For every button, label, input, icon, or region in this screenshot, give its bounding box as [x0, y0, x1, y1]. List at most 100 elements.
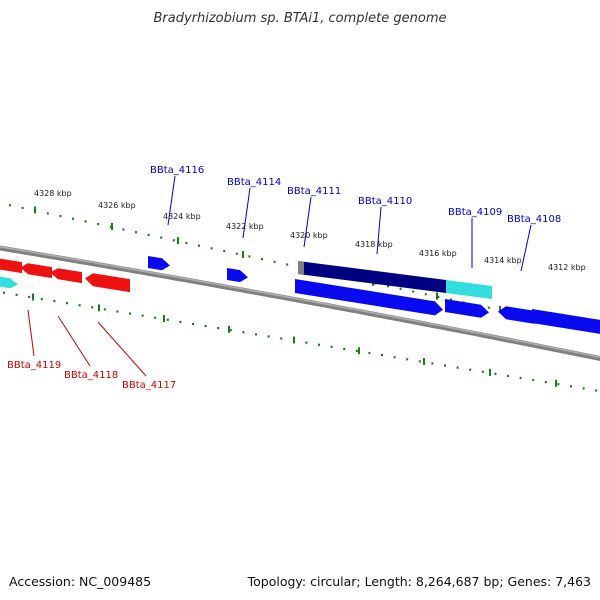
- outer-tick: [160, 236, 163, 239]
- outer-tick: [122, 228, 125, 231]
- outer-tick: [135, 231, 137, 234]
- inner-tick: [481, 370, 484, 373]
- outer-tick: [223, 249, 226, 253]
- gene-feature-reverse[interactable]: [50, 268, 82, 284]
- inner-tick: [154, 316, 157, 319]
- inner-tick: [494, 372, 497, 375]
- gene-label-forward[interactable]: BBta_4109: [448, 207, 502, 218]
- outer-major-tick: [499, 306, 501, 313]
- inner-major-tick: [489, 368, 491, 376]
- scale-label: 4324 kbp: [163, 212, 201, 221]
- scale-label: 4318 kbp: [355, 240, 393, 249]
- gene-feature-forward[interactable]: [148, 256, 170, 271]
- inner-tick: [166, 318, 169, 321]
- gene-leader-line: [520, 224, 532, 272]
- outer-tick: [412, 290, 415, 293]
- inner-tick: [204, 324, 207, 328]
- gene-feature-cyan[interactable]: [0, 275, 18, 289]
- outer-tick: [387, 285, 389, 288]
- inner-tick: [129, 312, 131, 315]
- scale-label: 4328 kbp: [34, 189, 72, 198]
- gene-feature-selected[interactable]: [298, 261, 446, 293]
- outer-tick: [210, 247, 213, 250]
- inner-tick: [141, 314, 144, 317]
- outer-tick: [84, 220, 87, 223]
- gene-selection-cap: [298, 261, 304, 275]
- gene-label-forward[interactable]: BBta_4110: [358, 196, 412, 207]
- scale-label: 4316 kbp: [419, 249, 457, 258]
- outer-tick: [286, 263, 289, 266]
- gene-leader-line: [27, 309, 35, 357]
- gene-leader-line: [57, 315, 91, 367]
- outer-tick: [59, 214, 62, 218]
- gene-label-forward[interactable]: BBta_4108: [507, 214, 561, 225]
- inner-tick: [15, 293, 18, 296]
- outer-tick: [9, 204, 11, 207]
- inner-tick: [444, 364, 446, 367]
- outer-tick: [235, 252, 238, 255]
- outer-tick: [147, 233, 150, 237]
- inner-tick: [330, 345, 333, 348]
- outer-tick: [72, 217, 74, 220]
- gene-feature-reverse[interactable]: [20, 263, 52, 279]
- genome-backbone: [0, 245, 600, 361]
- map-title: Bradyrhizobium sp. BTAi1, complete genom…: [153, 11, 446, 26]
- inner-tick: [507, 374, 509, 378]
- inner-tick: [255, 333, 257, 336]
- gene-feature-forward[interactable]: [532, 309, 600, 334]
- gene-leader-line: [376, 206, 382, 255]
- inner-tick: [557, 383, 560, 386]
- inner-tick: [368, 351, 371, 355]
- outer-tick: [261, 258, 263, 261]
- inner-tick: [406, 358, 409, 361]
- gene-label-forward[interactable]: BBta_4111: [287, 186, 341, 197]
- outer-tick: [450, 298, 452, 301]
- gene-label-reverse[interactable]: BBta_4117: [122, 380, 176, 391]
- inner-tick: [242, 331, 245, 334]
- inner-major-tick: [293, 336, 295, 344]
- inner-tick: [519, 376, 522, 380]
- inner-tick: [418, 360, 421, 363]
- inner-tick: [355, 349, 358, 353]
- inner-tick: [532, 378, 535, 382]
- gene-label-forward[interactable]: BBta_4114: [227, 177, 281, 188]
- inner-tick: [116, 310, 119, 313]
- outer-tick: [437, 295, 440, 299]
- gene-label-reverse[interactable]: BBta_4118: [64, 370, 118, 381]
- gene-features: [0, 256, 600, 334]
- inner-tick: [305, 341, 308, 344]
- outer-tick: [97, 223, 100, 226]
- gene-feature-forward[interactable]: [498, 306, 535, 324]
- gene-feature-reverse[interactable]: [85, 273, 130, 293]
- gene-feature-highlight[interactable]: [446, 280, 492, 299]
- gene-label-reverse[interactable]: BBta_4119: [7, 360, 61, 371]
- inner-tick: [381, 354, 383, 357]
- gene-feature-forward[interactable]: [295, 279, 443, 316]
- backbone-highlight: [0, 246, 600, 358]
- outer-tick: [487, 306, 490, 309]
- accession-text: Accession: NC_009485: [9, 574, 151, 589]
- inner-tick: [78, 304, 81, 307]
- outer-tick: [399, 287, 402, 290]
- gene-label-forward[interactable]: BBta_4116: [150, 165, 204, 176]
- inner-tick: [469, 368, 472, 371]
- inner-major-tick: [228, 325, 230, 333]
- gene-feature-forward[interactable]: [227, 268, 248, 283]
- inner-major-tick: [423, 357, 425, 365]
- outer-major-tick: [34, 206, 36, 214]
- inner-tick: [595, 389, 598, 392]
- gene-feature-reverse[interactable]: [0, 258, 22, 274]
- inner-tick: [40, 297, 43, 301]
- gene-leader-line: [242, 187, 251, 239]
- outer-major-tick: [177, 237, 179, 245]
- scale-label: 4320 kbp: [290, 231, 328, 240]
- gene-feature-forward[interactable]: [445, 299, 489, 318]
- scale-label: 4314 kbp: [484, 256, 522, 265]
- inner-tick: [456, 366, 459, 369]
- outer-tick: [198, 244, 200, 247]
- inner-tick: [28, 295, 31, 299]
- inner-tick-track: [3, 291, 598, 392]
- outer-tick: [273, 260, 276, 263]
